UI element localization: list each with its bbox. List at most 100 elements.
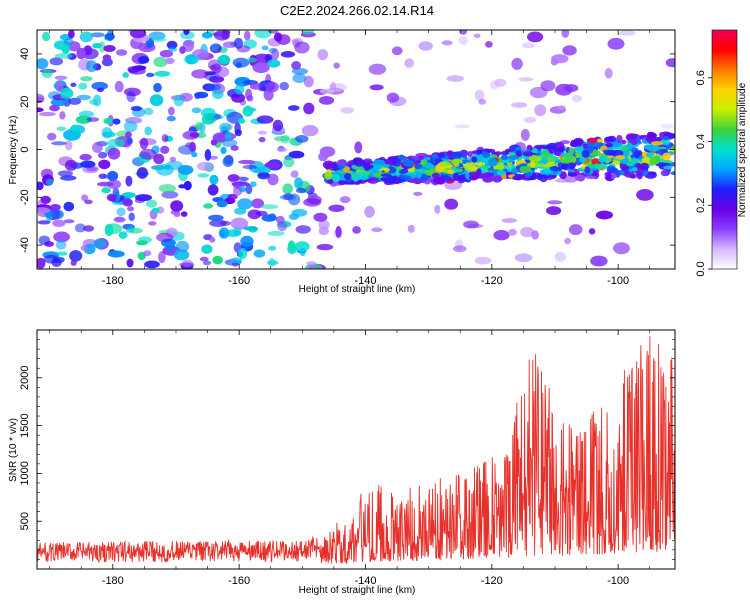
- heatmap-noise-cell: [86, 117, 100, 122]
- heatmap-noise-cell: [166, 40, 178, 50]
- heatmap-noise-cell: [136, 240, 148, 246]
- heatmap-noise-cell: [56, 126, 66, 132]
- heatmap-noise-cell: [316, 243, 334, 251]
- heatmap-noise-cell: [230, 217, 249, 230]
- heatmap-noise-cell: [210, 139, 218, 146]
- heatmap-noise-cell: [261, 214, 277, 222]
- heatmap-noise-cell: [618, 30, 636, 36]
- colorbar-frame: [711, 29, 738, 270]
- heatmap-noise-cell: [59, 175, 77, 181]
- spectrogram-xtick-label: -180: [102, 275, 124, 287]
- heatmap-noise-cell: [159, 49, 173, 58]
- heatmap-noise-cell: [135, 194, 152, 202]
- heatmap-noise-cell: [37, 207, 51, 214]
- heatmap-noise-cell: [547, 200, 563, 205]
- heatmap-noise-cell: [245, 88, 253, 101]
- heatmap-noise-cell: [179, 46, 186, 54]
- heatmap-noise-cell: [80, 160, 96, 168]
- heatmap-noise-cell: [276, 147, 288, 152]
- heatmap-noise-cell: [98, 173, 107, 179]
- heatmap-noise-cell: [288, 193, 301, 206]
- heatmap-noise-cell: [551, 54, 569, 64]
- heatmap-noise-cell: [564, 237, 571, 245]
- heatmap-noise-cell: [74, 223, 86, 233]
- heatmap-noise-cell: [103, 117, 113, 125]
- heatmap-noise-cell: [313, 212, 328, 222]
- heatmap-noise-cell: [107, 170, 119, 182]
- heatmap-noise-cell: [258, 172, 269, 177]
- heatmap-noise-cell: [63, 219, 75, 224]
- heatmap-noise-cell: [404, 58, 415, 68]
- heatmap-noise-cell: [202, 116, 217, 124]
- heatmap-signal-cell: [469, 174, 479, 181]
- spectrogram-ytick-label: 20: [19, 96, 31, 108]
- heatmap-noise-cell: [459, 30, 467, 35]
- heatmap-noise-cell: [201, 107, 216, 119]
- heatmap-noise-cell: [234, 84, 245, 95]
- heatmap-noise-cell: [38, 235, 51, 246]
- heatmap-noise-cell: [295, 187, 307, 194]
- heatmap-noise-cell: [485, 41, 493, 48]
- heatmap-noise-cell: [434, 204, 441, 214]
- snr-ytick-label: 2000: [19, 366, 31, 390]
- heatmap-noise-cell: [590, 255, 608, 267]
- heatmap-noise-cell: [70, 259, 77, 266]
- heatmap-noise-cell: [59, 111, 66, 120]
- heatmap-noise-cell: [233, 186, 243, 196]
- heatmap-signal-cell: [605, 142, 613, 148]
- heatmap-noise-cell: [339, 196, 351, 204]
- spectrogram-xtick-label: -120: [481, 275, 503, 287]
- heatmap-noise-cell: [249, 181, 257, 188]
- heatmap-noise-cell: [178, 262, 195, 267]
- heatmap-signal-cell: [541, 157, 548, 165]
- heatmap-noise-cell: [98, 151, 108, 159]
- heatmap-noise-cell: [288, 105, 300, 111]
- heatmap-noise-cell: [531, 230, 539, 240]
- heatmap-noise-cell: [80, 245, 88, 251]
- heatmap-signal-cell: [533, 144, 545, 149]
- heatmap-noise-cell: [161, 134, 169, 143]
- heatmap-noise-cell: [208, 214, 224, 221]
- heatmap-noise-cell: [234, 122, 241, 134]
- heatmap-noise-cell: [126, 137, 133, 144]
- heatmap-noise-cell: [201, 244, 213, 254]
- heatmap-noise-cell: [275, 215, 285, 224]
- heatmap-signal-cell: [557, 147, 564, 152]
- heatmap-noise-cell: [291, 208, 308, 217]
- spectrogram-ticks: -180 -160 -140 -120 -100 -40 -20 0 20 40: [19, 30, 675, 287]
- snr-ytick-label: 1500: [19, 413, 31, 437]
- heatmap-noise-cell: [212, 32, 224, 37]
- heatmap-signal-cell: [367, 177, 379, 184]
- heatmap-noise-cell: [452, 245, 467, 253]
- heatmap-signal-cell: [415, 171, 422, 179]
- heatmap-noise-cell: [107, 250, 125, 258]
- heatmap-noise-cell: [386, 92, 400, 103]
- heatmap-noise-cell: [107, 147, 121, 160]
- heatmap-noise-cell: [70, 124, 78, 133]
- heatmap-noise-cell: [161, 190, 179, 199]
- snr-xtick-label: -160: [228, 575, 250, 587]
- heatmap-signal-cell: [623, 171, 635, 178]
- heatmap-signal-cell: [519, 165, 532, 173]
- heatmap-noise-cell: [253, 249, 266, 258]
- heatmap-noise-cell: [128, 212, 135, 222]
- heatmap-signal-cell: [508, 155, 519, 161]
- colorbar: 0.0 0.2 0.4 0.6 Normalized spectral amplitu…: [695, 29, 748, 277]
- heatmap-noise-cell: [114, 216, 125, 222]
- heatmap-noise-cell: [212, 132, 228, 143]
- heatmap-noise-cell: [230, 257, 243, 264]
- spectrogram-ytick-label: 40: [19, 48, 31, 60]
- heatmap-noise-cell: [116, 207, 126, 217]
- heatmap-noise-cell: [441, 40, 453, 46]
- heatmap-noise-cell: [203, 203, 214, 209]
- heatmap-noise-cell: [92, 43, 103, 49]
- heatmap-noise-cell: [294, 177, 303, 190]
- heatmap-noise-cell: [180, 211, 188, 217]
- heatmap-noise-cell: [166, 115, 176, 122]
- heatmap-noise-cell: [224, 131, 232, 142]
- heatmap-noise-cell: [258, 136, 266, 143]
- heatmap-noise-cell: [45, 178, 54, 186]
- heatmap-signal-cell: [380, 177, 388, 182]
- heatmap-noise-cell: [183, 180, 192, 191]
- heatmap-signal-cell: [660, 169, 668, 177]
